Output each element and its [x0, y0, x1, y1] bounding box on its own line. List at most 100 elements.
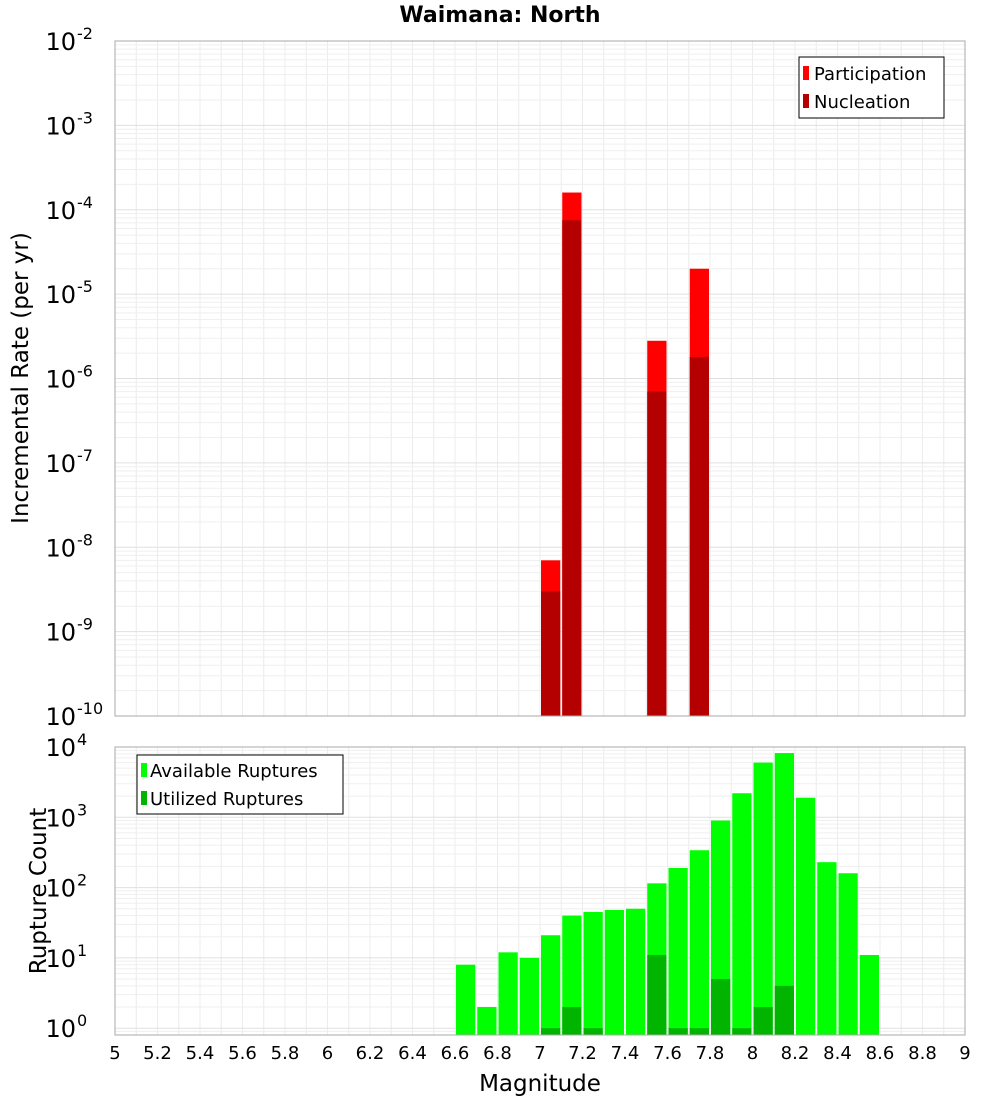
bottom-bars — [456, 753, 879, 1035]
x-tick-label: 8.4 — [823, 1043, 852, 1064]
legend-label-participation: Participation — [814, 64, 926, 85]
top-legend-box — [798, 56, 945, 119]
x-tick-label: 5.6 — [228, 1043, 257, 1064]
bar-available-ruptures — [604, 910, 624, 1035]
x-tick-label: 5.8 — [271, 1043, 300, 1064]
y-tick-label: 10 — [45, 366, 76, 394]
x-tick-label: 9 — [959, 1043, 970, 1064]
x-axis-label: Magnitude — [479, 1071, 601, 1097]
bar-available-ruptures — [838, 873, 858, 1035]
y-tick-label: 10 — [45, 1015, 76, 1043]
x-tick-label: 5.2 — [143, 1043, 172, 1064]
x-tick-labels: 5 5.2 5.4 5.6 5.8 6 6.2 6.4 6.6 6.8 7 7.2 7.4 7.6 7.8 8… — [109, 1043, 970, 1064]
y-tick-label: 10 — [45, 534, 76, 562]
bar-utilized-ruptures — [753, 1007, 773, 1035]
y-tick-label: 10 — [45, 281, 76, 309]
bar-utilized-ruptures — [711, 979, 731, 1035]
bar-utilized-ruptures — [732, 1028, 752, 1035]
y-tick-exponent: -10 — [77, 699, 103, 718]
legend-label-utilized-ruptures: Utilized Ruptures — [150, 789, 303, 810]
bar-nucleation — [562, 220, 582, 717]
y-tick-exponent: -2 — [77, 24, 93, 43]
bar-nucleation — [541, 591, 561, 716]
y-tick-label: 10 — [45, 112, 76, 140]
legend-swatch-utilized-ruptures — [141, 791, 147, 805]
y-tick-exponent: -7 — [77, 446, 93, 465]
bar-utilized-ruptures — [583, 1028, 603, 1035]
x-tick-label: 6 — [322, 1043, 333, 1064]
y-tick-exponent: -9 — [77, 615, 93, 634]
y-tick-exponent: 1 — [77, 941, 87, 960]
x-tick-label: 7.2 — [568, 1043, 597, 1064]
bar-available-ruptures — [519, 957, 539, 1035]
x-tick-label: 7.8 — [696, 1043, 725, 1064]
x-tick-label: 5 — [109, 1043, 120, 1064]
legend-label-available-ruptures: Available Ruptures — [150, 761, 318, 782]
legend-swatch-available-ruptures — [141, 763, 147, 777]
legend-label-nucleation: Nucleation — [814, 92, 910, 113]
top-gridlines — [114, 41, 966, 717]
bar-available-ruptures — [626, 908, 646, 1035]
bar-utilized-ruptures — [689, 1028, 709, 1035]
bar-available-ruptures — [796, 797, 816, 1035]
legend-swatch-nucleation — [803, 94, 809, 108]
bar-nucleation — [689, 356, 709, 716]
x-tick-label: 8 — [747, 1043, 758, 1064]
y-tick-label: 10 — [45, 734, 76, 762]
top-y-axis-label: Incremental Rate (per yr) — [8, 232, 34, 524]
y-tick-label: 10 — [45, 450, 76, 478]
y-tick-label: 10 — [45, 619, 76, 647]
y-tick-exponent: -3 — [77, 108, 93, 127]
bar-utilized-ruptures — [668, 1028, 688, 1035]
bar-utilized-ruptures — [541, 1028, 561, 1035]
bar-available-ruptures — [817, 862, 837, 1035]
top-plot-border — [114, 40, 966, 717]
bar-available-ruptures — [541, 935, 561, 1035]
x-tick-label: 6.6 — [441, 1043, 470, 1064]
x-tick-label: 8.6 — [866, 1043, 895, 1064]
bar-available-ruptures — [583, 911, 603, 1035]
bar-available-ruptures — [477, 1007, 497, 1035]
x-tick-label: 6.8 — [483, 1043, 512, 1064]
y-tick-exponent: 2 — [77, 871, 87, 890]
y-tick-label: 10 — [45, 28, 76, 56]
y-tick-exponent: -8 — [77, 530, 93, 549]
legend-swatch-participation — [803, 66, 809, 80]
y-tick-exponent: -6 — [77, 362, 93, 381]
bar-available-ruptures — [498, 952, 518, 1035]
y-tick-exponent: 3 — [77, 800, 87, 819]
y-tick-label: 10 — [45, 875, 76, 903]
bar-utilized-ruptures — [647, 954, 667, 1035]
x-tick-label: 7 — [534, 1043, 545, 1064]
x-tick-label: 5.4 — [186, 1043, 215, 1064]
x-tick-label: 8.2 — [781, 1043, 810, 1064]
bar-utilized-ruptures — [774, 985, 794, 1035]
bar-available-ruptures — [668, 867, 688, 1035]
bar-available-ruptures — [456, 964, 476, 1035]
bar-available-ruptures — [562, 915, 582, 1035]
x-tick-label: 6.4 — [398, 1043, 427, 1064]
x-tick-label: 8.8 — [908, 1043, 937, 1064]
chart-title: Waimana: North — [399, 3, 600, 28]
y-tick-label: 10 — [45, 197, 76, 225]
top-bars — [541, 192, 709, 717]
y-tick-exponent: -4 — [77, 193, 93, 212]
bar-available-ruptures — [753, 762, 773, 1035]
x-tick-label: 7.4 — [611, 1043, 640, 1064]
bar-available-ruptures — [859, 954, 879, 1035]
top-legend: Participation Nucleation — [798, 56, 945, 119]
bottom-legend-box — [136, 754, 344, 815]
y-tick-label: 10 — [45, 804, 76, 832]
y-tick-label: 10 — [45, 945, 76, 973]
bottom-plot-border — [114, 746, 966, 1036]
y-tick-label: 10 — [45, 703, 76, 731]
bottom-legend: Available Ruptures Utilized Ruptures — [136, 754, 344, 815]
bar-available-ruptures — [689, 850, 709, 1035]
y-tick-exponent: -5 — [77, 277, 93, 296]
bottom-y-axis-label: Rupture Count — [26, 808, 52, 974]
